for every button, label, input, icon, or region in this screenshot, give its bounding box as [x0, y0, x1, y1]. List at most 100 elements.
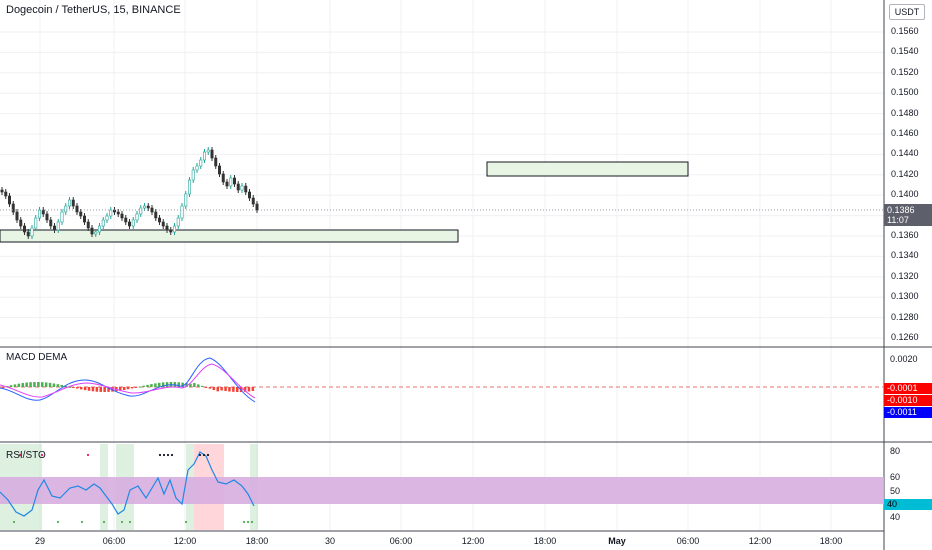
macd-bar	[48, 382, 52, 387]
macd-value-3: -0.0011	[884, 407, 932, 418]
candle-body	[225, 181, 229, 187]
candle-body	[251, 197, 255, 205]
candle-body	[161, 221, 165, 227]
macd-bar	[29, 382, 32, 387]
candle-body	[135, 213, 139, 221]
macd-bar	[103, 387, 106, 392]
price-tick: 0.1320	[891, 270, 919, 281]
macd-bar	[200, 385, 204, 387]
rsi-tick-80: 80	[890, 446, 901, 456]
candle-body	[176, 217, 180, 227]
candle-body	[188, 179, 192, 195]
candle-body	[139, 207, 143, 215]
rsi-dot	[120, 520, 124, 524]
macd-bar	[44, 382, 48, 387]
price-tick: 0.1260	[891, 332, 919, 342]
rsi-dot	[198, 453, 202, 457]
candle-body	[191, 169, 195, 181]
macd-bar	[17, 383, 21, 387]
current-price-tag: 0.1386 11:07	[884, 204, 932, 226]
candle-body	[244, 185, 248, 193]
chart-title: Dogecoin / TetherUS, 15, BINANCE	[6, 4, 181, 16]
macd-bar	[165, 382, 169, 387]
price-tick: 0.1340	[891, 250, 919, 261]
candle-body	[169, 229, 173, 233]
rsi-dot	[246, 520, 250, 524]
macd-bar	[236, 387, 239, 392]
time-tick: 18:00	[533, 536, 557, 546]
rsi-dot	[202, 453, 206, 457]
rsi-tick-40: 40	[890, 512, 901, 522]
support-zone[interactable]	[0, 229, 459, 243]
rsi-dot	[184, 520, 188, 524]
rsi-dot	[158, 453, 162, 457]
time-tick: 29	[34, 536, 45, 546]
candle-body	[210, 149, 214, 159]
rsi-tick-50: 50	[890, 486, 901, 496]
rsi-dot	[128, 520, 132, 524]
candle-body	[221, 173, 225, 183]
candle-body	[180, 205, 184, 219]
rsi-tick-60: 60	[890, 472, 901, 482]
macd-bar	[9, 385, 13, 387]
macd-bar	[154, 383, 157, 387]
macd-bar	[87, 387, 91, 391]
candle-body	[105, 215, 109, 221]
macd-bar	[25, 382, 28, 387]
macd-bar	[37, 382, 40, 387]
macd-bar	[138, 386, 141, 388]
candle-body	[229, 177, 233, 187]
price-tick: 0.1500	[891, 87, 919, 98]
macd-bar	[232, 387, 235, 392]
macd-bar	[56, 384, 60, 387]
candle-body	[11, 203, 15, 213]
rsi-dot	[170, 453, 174, 457]
candle-body	[101, 219, 105, 227]
macd-bar	[134, 387, 138, 388]
rsi-dot	[80, 520, 84, 524]
rsi-dot	[86, 453, 90, 457]
candle-body	[52, 225, 56, 231]
macd-bar	[181, 382, 184, 387]
candle-countdown: 11:07	[887, 215, 909, 225]
macd-label: MACD DEMA	[6, 352, 68, 363]
time-tick: 06:00	[676, 536, 700, 546]
candle-body	[158, 217, 162, 223]
candle-body	[90, 227, 94, 235]
candle-body	[19, 219, 23, 227]
candle-body	[199, 159, 203, 167]
candle-body	[49, 219, 53, 227]
candle-body	[150, 207, 154, 213]
resistance-zone[interactable]	[486, 161, 689, 177]
candle-body	[203, 151, 207, 161]
candle-body	[34, 217, 38, 229]
currency-button[interactable]: USDT	[889, 4, 925, 20]
macd-bar	[251, 387, 255, 392]
candle-body	[60, 211, 64, 223]
time-tick: 06:00	[389, 536, 413, 546]
candle-body	[116, 211, 120, 215]
candle-body	[255, 203, 259, 211]
macd-bar	[224, 387, 227, 392]
candle-body	[236, 183, 240, 191]
rsi-dot	[56, 520, 60, 524]
macd-bar	[60, 384, 63, 387]
rsi-dot	[206, 453, 210, 457]
candle-body	[41, 209, 45, 215]
candle-body	[131, 219, 135, 227]
macd-bar	[64, 385, 67, 387]
candle-body	[206, 149, 210, 153]
candle-body	[214, 157, 218, 167]
candle-body	[86, 221, 90, 229]
macd-bar	[2, 387, 5, 388]
rsi-dot	[102, 520, 106, 524]
macd-bar	[177, 382, 180, 387]
rsi-dot	[12, 520, 16, 524]
macd-bar	[142, 385, 145, 387]
macd-bar	[161, 382, 165, 387]
price-tick: 0.1560	[891, 26, 919, 36]
candle-body	[128, 221, 132, 227]
candle-body	[8, 195, 12, 205]
macd-bar	[95, 387, 99, 392]
